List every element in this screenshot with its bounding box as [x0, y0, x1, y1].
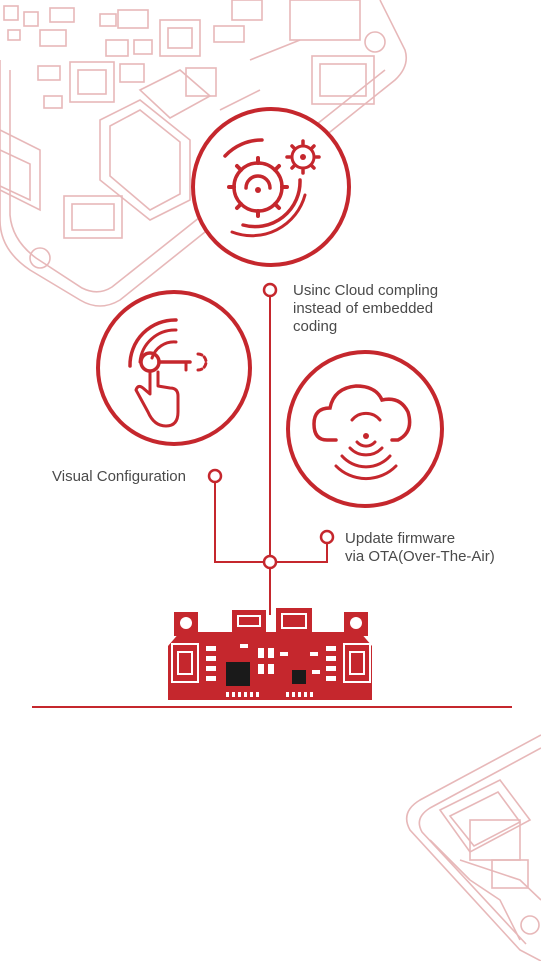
- feature-label-visual-configuration: Visual Configuration: [52, 468, 186, 485]
- decorative-board-top: [0, 0, 408, 307]
- cloud-wireless-icon: [286, 350, 444, 508]
- gears-icon: [191, 107, 351, 267]
- node-ota: [319, 529, 335, 545]
- circuit-board-icon: [168, 608, 372, 700]
- node-cloud: [262, 282, 278, 298]
- connector-nodes: [207, 282, 335, 570]
- decorative-board-bottom: [405, 734, 541, 961]
- node-visual: [207, 468, 223, 484]
- feature-label-cloud-compiling: Usinc Cloud compling instead of embedded…: [293, 282, 439, 335]
- feature-label-ota-update: Update firmware via OTA(Over-The-Air): [345, 530, 495, 565]
- node-junction: [262, 554, 278, 570]
- hand-pointer-icon: [96, 290, 252, 446]
